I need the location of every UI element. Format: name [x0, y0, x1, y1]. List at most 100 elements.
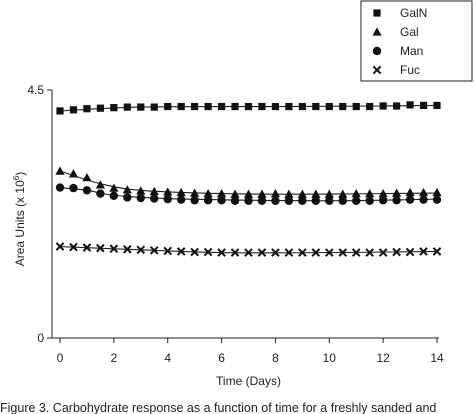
- data-point-gal: [55, 166, 65, 175]
- x-tick-label: 0: [57, 351, 64, 365]
- x-tick-label: 14: [430, 351, 444, 365]
- data-point-galn: [69, 106, 78, 114]
- data-point-fuc: [190, 247, 199, 257]
- data-point-man: [123, 193, 132, 202]
- data-point-galn: [298, 102, 306, 111]
- data-point-gal: [230, 189, 240, 198]
- data-point-galn: [137, 103, 145, 111]
- data-point-man: [190, 196, 199, 205]
- data-point-gal: [216, 189, 227, 198]
- data-point-fuc: [203, 247, 213, 257]
- x-tick-label: 2: [111, 351, 118, 365]
- data-point-man: [271, 196, 280, 205]
- data-point-fuc: [230, 248, 240, 257]
- data-point-gal: [284, 189, 294, 198]
- legend-item-galn: GalN: [373, 6, 427, 20]
- y-axis-title-suffix: ): [13, 172, 27, 176]
- data-point-gal: [109, 183, 119, 192]
- data-point-galn: [177, 102, 185, 111]
- data-point-fuc: [149, 246, 159, 255]
- data-point-galn: [339, 102, 347, 111]
- fit-lines: [59, 104, 438, 254]
- legend-marker-galn: [373, 9, 381, 17]
- series-galn: [56, 101, 441, 115]
- data-point-fuc: [405, 247, 415, 257]
- data-point-fuc: [311, 248, 321, 257]
- series-gal: [55, 166, 442, 198]
- data-point-man: [55, 183, 65, 192]
- data-point-gal: [418, 187, 429, 197]
- data-point-man: [338, 196, 347, 205]
- data-point-galn: [312, 102, 320, 111]
- data-point-gal: [203, 189, 213, 198]
- data-point-galn: [231, 102, 239, 111]
- data-point-man: [176, 195, 186, 204]
- legend-item-man: Man: [372, 44, 423, 58]
- data-point-fuc: [432, 247, 442, 256]
- data-point-galn: [204, 102, 212, 111]
- data-point-gal: [270, 189, 281, 198]
- x-tick-label: 8: [272, 351, 279, 365]
- legend-label: Man: [400, 44, 423, 58]
- data-point-fuc: [392, 247, 401, 257]
- data-point-galn: [285, 102, 293, 111]
- data-point-gal: [392, 188, 402, 197]
- data-point-gal: [68, 169, 79, 178]
- data-point-man: [432, 195, 442, 204]
- data-point-man: [419, 195, 428, 204]
- data-point-gal: [351, 189, 361, 198]
- data-point-fuc: [378, 248, 388, 257]
- data-point-gal: [324, 189, 334, 198]
- data-point-galn: [433, 101, 441, 110]
- data-point-gal: [257, 189, 267, 198]
- data-point-galn: [96, 104, 104, 112]
- data-point-man: [392, 196, 401, 205]
- data-point-gal: [243, 189, 254, 198]
- data-point-fuc: [351, 248, 361, 257]
- data-markers: [55, 101, 442, 257]
- legend-marker-man: [372, 46, 382, 56]
- data-point-man: [82, 186, 92, 195]
- x-tick-label: 12: [376, 351, 390, 365]
- data-point-man: [96, 189, 105, 198]
- data-point-man: [284, 196, 294, 205]
- data-point-man: [136, 193, 145, 203]
- data-point-galn: [83, 105, 91, 113]
- data-point-man: [69, 183, 78, 193]
- data-point-fuc: [163, 246, 173, 256]
- data-point-man: [244, 196, 253, 205]
- series-fuc: [55, 242, 442, 257]
- data-point-fuc: [244, 248, 253, 257]
- data-point-galn: [366, 102, 374, 111]
- data-point-fuc: [271, 248, 280, 257]
- data-point-man: [365, 196, 374, 205]
- data-point-man: [230, 196, 240, 205]
- y-axis-title-prefix: Area Units (x 10: [13, 180, 27, 266]
- x-tick-label: 4: [164, 351, 171, 365]
- data-point-gal: [163, 187, 173, 196]
- y-tick-label: 4.5: [27, 83, 44, 97]
- data-point-gal: [297, 189, 307, 198]
- data-point-galn: [352, 102, 360, 111]
- data-point-galn: [56, 107, 64, 115]
- data-point-gal: [82, 173, 92, 182]
- data-point-gal: [311, 189, 321, 198]
- data-point-fuc: [284, 248, 294, 257]
- legend-label: GalN: [400, 6, 427, 20]
- fit-line-fuc: [59, 245, 438, 254]
- legend-label: Fuc: [400, 63, 420, 77]
- data-point-man: [203, 196, 213, 205]
- data-point-fuc: [109, 244, 119, 254]
- legend-marker-fuc: [372, 65, 382, 75]
- data-point-galn: [110, 104, 118, 112]
- data-point-gal: [405, 187, 415, 197]
- data-point-fuc: [69, 242, 78, 252]
- data-point-galn: [379, 102, 387, 110]
- data-point-fuc: [82, 243, 92, 252]
- data-point-galn: [123, 103, 131, 111]
- data-point-gal: [378, 189, 388, 198]
- data-point-fuc: [136, 245, 146, 255]
- data-point-fuc: [338, 248, 348, 257]
- data-point-man: [163, 194, 172, 204]
- y-axis-title-exponent: 6: [12, 175, 21, 180]
